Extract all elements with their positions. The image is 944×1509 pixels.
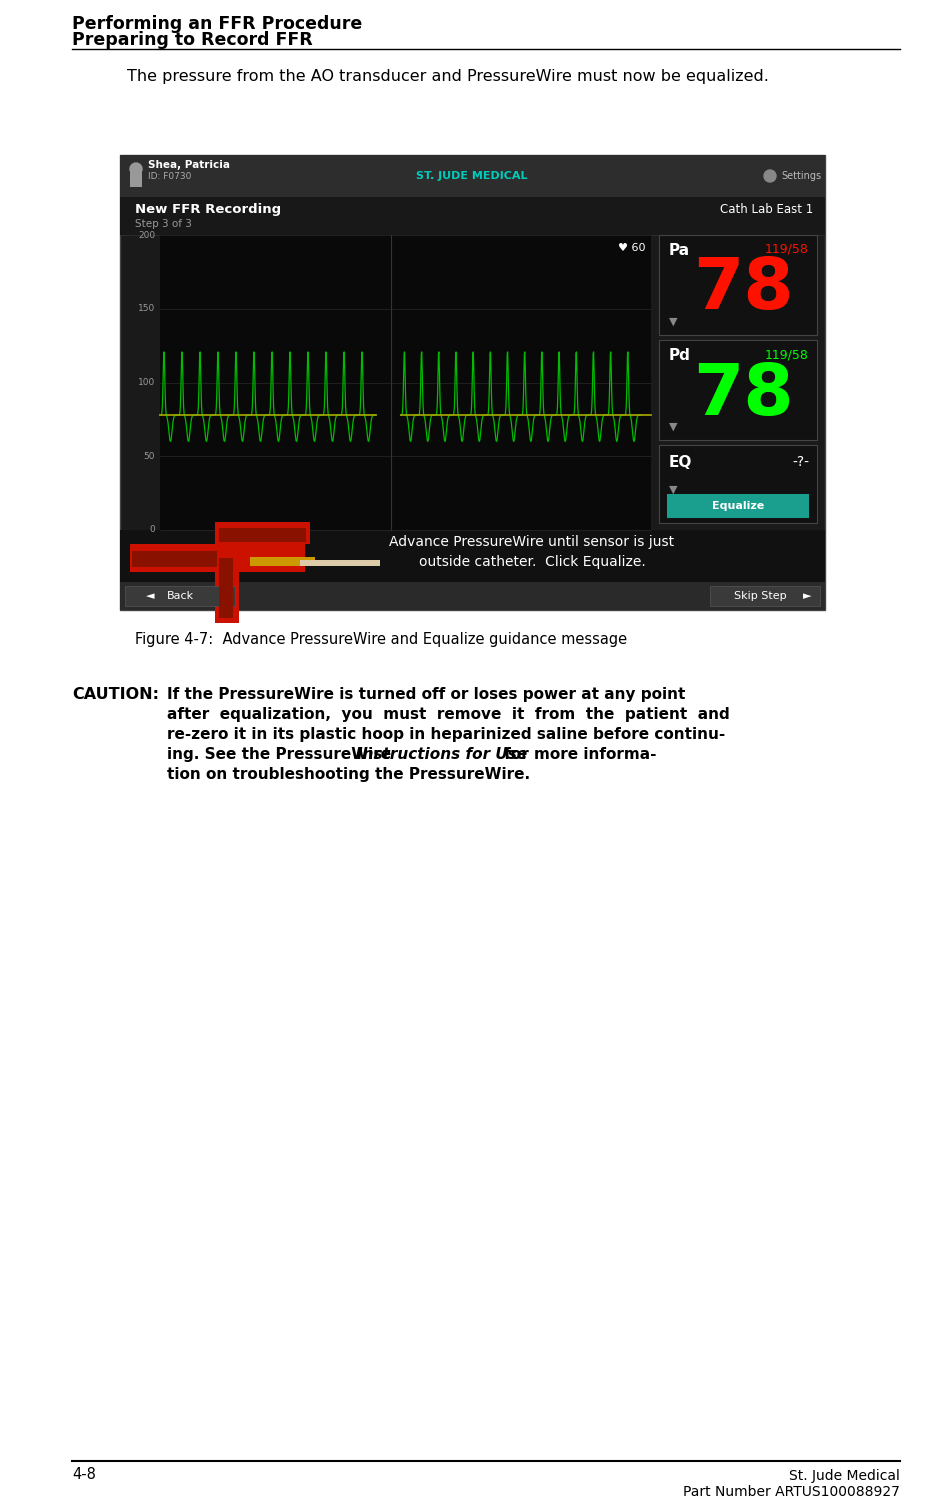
Text: ing. See the PressureWire: ing. See the PressureWire — [167, 747, 396, 762]
Text: Part Number ARTUS100088927: Part Number ARTUS100088927 — [683, 1485, 899, 1498]
Text: 119/58: 119/58 — [765, 243, 808, 257]
Text: tion on troubleshooting the PressureWire.: tion on troubleshooting the PressureWire… — [167, 767, 530, 782]
Bar — [666, 493, 808, 518]
Text: Pd: Pd — [668, 349, 690, 364]
Text: ▼: ▼ — [668, 423, 677, 432]
Text: Settings: Settings — [780, 171, 820, 181]
Text: 50: 50 — [143, 451, 155, 460]
Text: ▼: ▼ — [668, 484, 677, 495]
Bar — [132, 551, 217, 567]
Text: New FFR Recording: New FFR Recording — [135, 204, 280, 216]
Text: CAUTION:: CAUTION: — [72, 687, 159, 702]
Bar — [120, 530, 824, 582]
Bar — [658, 445, 817, 524]
Bar — [709, 585, 819, 607]
Text: ST. JUDE MEDICAL: ST. JUDE MEDICAL — [415, 171, 527, 181]
Bar — [160, 235, 650, 530]
Bar — [120, 198, 824, 235]
Text: Instructions for Use: Instructions for Use — [357, 747, 527, 762]
Text: Preparing to Record FFR: Preparing to Record FFR — [72, 32, 312, 48]
Text: Performing an FFR Procedure: Performing an FFR Procedure — [72, 15, 362, 33]
Bar — [658, 235, 817, 335]
Bar — [125, 585, 235, 607]
Text: If the PressureWire is turned off or loses power at any point: If the PressureWire is turned off or los… — [167, 687, 684, 702]
Text: -?-: -?- — [791, 456, 808, 469]
Bar — [219, 558, 233, 619]
Text: Equalize: Equalize — [711, 501, 764, 512]
Text: Advance PressureWire until sensor is just: Advance PressureWire until sensor is jus… — [389, 536, 674, 549]
Text: ID: F0730: ID: F0730 — [148, 172, 192, 181]
Text: outside catheter.  Click Equalize.: outside catheter. Click Equalize. — [418, 555, 645, 569]
Text: Step 3 of 3: Step 3 of 3 — [135, 219, 192, 229]
Text: 78: 78 — [692, 255, 792, 324]
Bar — [658, 340, 817, 441]
Text: Figure 4-7:  Advance PressureWire and Equalize guidance message: Figure 4-7: Advance PressureWire and Equ… — [135, 632, 627, 647]
Text: Pa: Pa — [668, 243, 689, 258]
Text: Cath Lab East 1: Cath Lab East 1 — [719, 204, 812, 216]
Text: re-zero it in its plastic hoop in heparinized saline before continu-: re-zero it in its plastic hoop in hepari… — [167, 727, 724, 742]
Text: Shea, Patricia: Shea, Patricia — [148, 160, 229, 171]
Bar — [215, 522, 310, 545]
Text: 119/58: 119/58 — [765, 349, 808, 361]
Circle shape — [763, 171, 775, 183]
Text: ♥ 60: ♥ 60 — [617, 243, 646, 254]
Text: ►: ► — [801, 592, 810, 601]
Bar — [120, 582, 824, 610]
Text: 0: 0 — [149, 525, 155, 534]
Text: The pressure from the AO transducer and PressureWire must now be equalized.: The pressure from the AO transducer and … — [126, 69, 768, 85]
Text: 100: 100 — [138, 377, 155, 386]
Bar — [219, 528, 306, 542]
Text: 200: 200 — [138, 231, 155, 240]
Text: after  equalization,  you  must  remove  it  from  the  patient  and: after equalization, you must remove it f… — [167, 708, 729, 721]
Text: for more informa-: for more informa- — [498, 747, 656, 762]
Bar — [250, 557, 314, 566]
Text: Back: Back — [166, 592, 194, 601]
Bar — [120, 155, 824, 610]
Text: ◄: ◄ — [145, 592, 154, 601]
Text: St. Jude Medical: St. Jude Medical — [788, 1468, 899, 1483]
Circle shape — [130, 163, 142, 175]
Text: 150: 150 — [138, 305, 155, 314]
Bar — [130, 171, 142, 187]
Text: 78: 78 — [692, 361, 792, 430]
Bar — [299, 560, 379, 566]
Text: 4-8: 4-8 — [72, 1467, 95, 1482]
Text: Skip Step: Skip Step — [733, 592, 785, 601]
Text: EQ: EQ — [668, 456, 692, 469]
Bar — [130, 545, 305, 572]
Bar — [120, 155, 824, 198]
Bar — [215, 558, 239, 623]
Text: ▼: ▼ — [668, 317, 677, 327]
